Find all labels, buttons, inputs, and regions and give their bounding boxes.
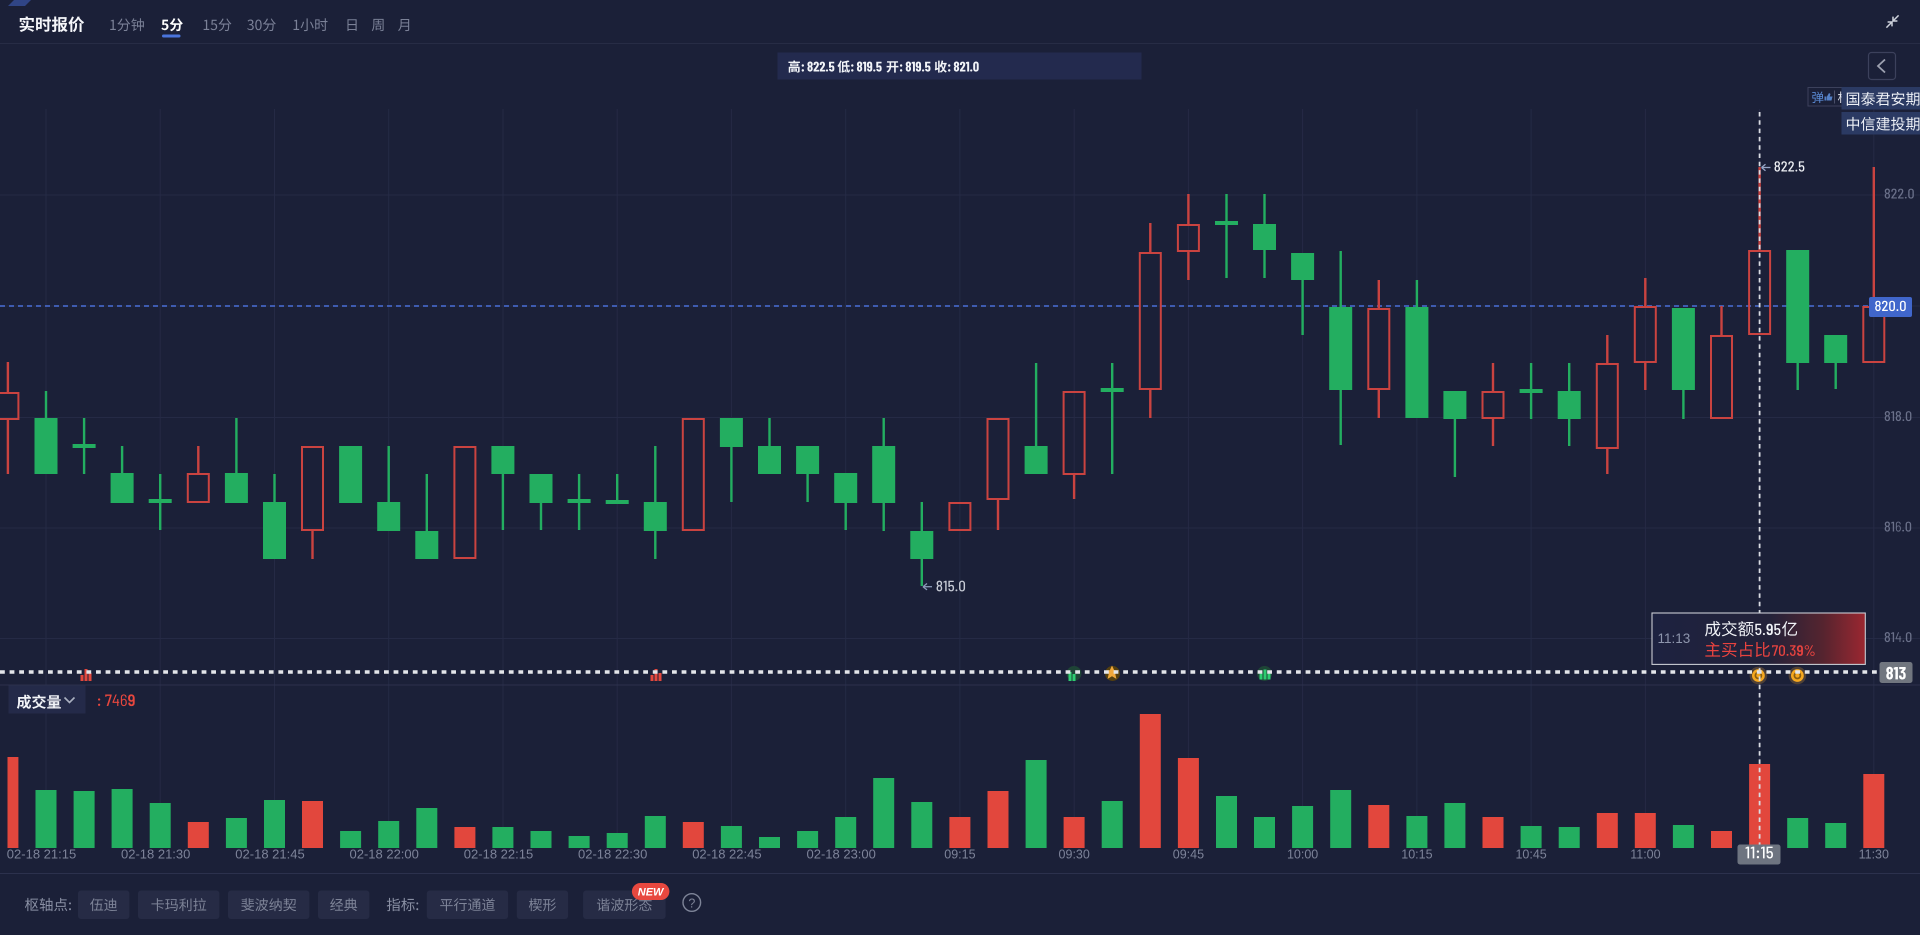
svg-text:02-18 21:45: 02-18 21:45 [235, 847, 304, 862]
svg-text:09:15: 09:15 [944, 848, 975, 862]
svg-text:02-18 22:30: 02-18 22:30 [578, 847, 647, 862]
svg-text:11:30: 11:30 [1859, 848, 1889, 862]
svg-text:10:00: 10:00 [1287, 848, 1318, 862]
svg-text:09:30: 09:30 [1059, 848, 1090, 862]
svg-text:02-18 22:45: 02-18 22:45 [692, 847, 761, 862]
svg-text:10:15: 10:15 [1401, 848, 1432, 862]
svg-text:09:45: 09:45 [1173, 848, 1204, 862]
svg-text:11:13: 11:13 [1658, 631, 1691, 646]
svg-text:10:45: 10:45 [1515, 848, 1546, 862]
svg-text:NEW: NEW [638, 887, 665, 899]
svg-text:02-18 23:00: 02-18 23:00 [806, 847, 875, 862]
svg-text:02-18 21:15: 02-18 21:15 [7, 847, 76, 862]
svg-text:02-18 22:15: 02-18 22:15 [464, 847, 533, 862]
svg-text:02-18 21:30: 02-18 21:30 [121, 847, 190, 862]
svg-text:02-18 22:00: 02-18 22:00 [349, 847, 418, 862]
svg-text:?: ? [688, 896, 695, 910]
svg-text:11:00: 11:00 [1630, 848, 1660, 862]
